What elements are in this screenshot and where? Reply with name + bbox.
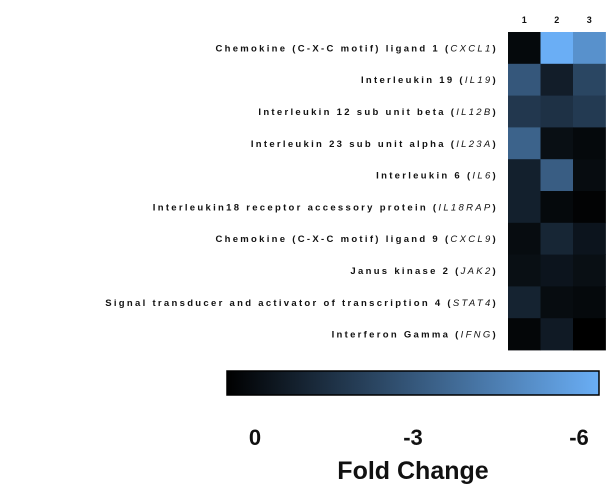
gene-symbol: IL19 [465, 75, 493, 86]
heatmap-cell [508, 286, 541, 319]
colorbar-tick-label: -3 [403, 425, 423, 450]
heatmap-cell [573, 95, 606, 128]
heatmap-cell [508, 159, 541, 192]
heatmap-cell [573, 32, 606, 65]
heatmap-cells [508, 32, 606, 351]
column-labels: 1 2 3 [522, 15, 592, 25]
heatmap-cell [540, 318, 574, 351]
heatmap-cell [508, 95, 541, 128]
heatmap-cell [573, 318, 606, 351]
heatmap-cell [508, 63, 541, 96]
row-label: Signal transducer and activator of trans… [105, 298, 498, 309]
gene-symbol: STAT4 [453, 298, 493, 309]
heatmap-cell [508, 222, 541, 255]
gene-symbol: CXCL1 [450, 43, 492, 54]
heatmap-cell [540, 63, 574, 96]
gene-symbol: IL12B [456, 107, 492, 118]
heatmap-cell [573, 286, 606, 319]
heatmap-cell [540, 222, 574, 255]
heatmap-cell [573, 159, 606, 192]
row-label: Interleukin 6 (IL6) [376, 171, 498, 182]
heatmap-cell [573, 254, 606, 287]
gene-symbol: IL23A [456, 139, 492, 150]
row-label: Janus kinase 2 (JAK2) [350, 266, 498, 277]
row-label: Interleukin18 receptor accessory protein… [153, 202, 498, 213]
heatmap-cell [573, 127, 606, 160]
row-label: Interleukin 19 (IL19) [361, 75, 498, 86]
colorbar: 0 -3 -6 Fold Change [226, 370, 600, 485]
row-label: Chemokine (C-X-C motif) ligand 1 (CXCL1) [215, 43, 498, 54]
column-label: 3 [587, 15, 592, 25]
gene-symbol: IL18RAP [438, 202, 492, 213]
row-label: Interleukin 23 sub unit alpha (IL23A) [251, 139, 498, 150]
column-label: 1 [522, 15, 527, 25]
row-label: Chemokine (C-X-C motif) ligand 9 (CXCL9) [215, 234, 498, 245]
heatmap-cell [573, 191, 606, 224]
colorbar-tick-label: -6 [569, 425, 589, 450]
heatmap-cell [540, 254, 574, 287]
heatmap-cell [508, 191, 541, 224]
heatmap-cell [540, 127, 574, 160]
heatmap-cell [573, 63, 606, 96]
column-label: 2 [554, 15, 559, 25]
heatmap-cell [508, 127, 541, 160]
heatmap-cell [508, 254, 541, 287]
colorbar-gradient [226, 370, 600, 396]
gene-symbol: IFNG [461, 330, 493, 341]
row-label: Interferon Gamma (IFNG) [332, 330, 498, 341]
heatmap-cell [540, 286, 574, 319]
heatmap-cell [540, 32, 574, 65]
gene-symbol: JAK2 [460, 266, 493, 277]
colorbar-tick-label: 0 [249, 425, 261, 450]
gene-symbol: IL6 [472, 171, 492, 182]
colorbar-title: Fold Change [337, 457, 488, 485]
heatmap-cell [573, 222, 606, 255]
row-labels: Chemokine (C-X-C motif) ligand 1 (CXCL1)… [105, 43, 498, 341]
heatmap-cell [508, 318, 541, 351]
row-label: Interleukin 12 sub unit beta (IL12B) [258, 107, 498, 118]
heatmap-cell [540, 159, 574, 192]
gene-symbol: CXCL9 [450, 234, 492, 245]
heatmap-cell [540, 191, 574, 224]
heatmap-cell [540, 95, 574, 128]
heatmap-cell [508, 32, 541, 65]
